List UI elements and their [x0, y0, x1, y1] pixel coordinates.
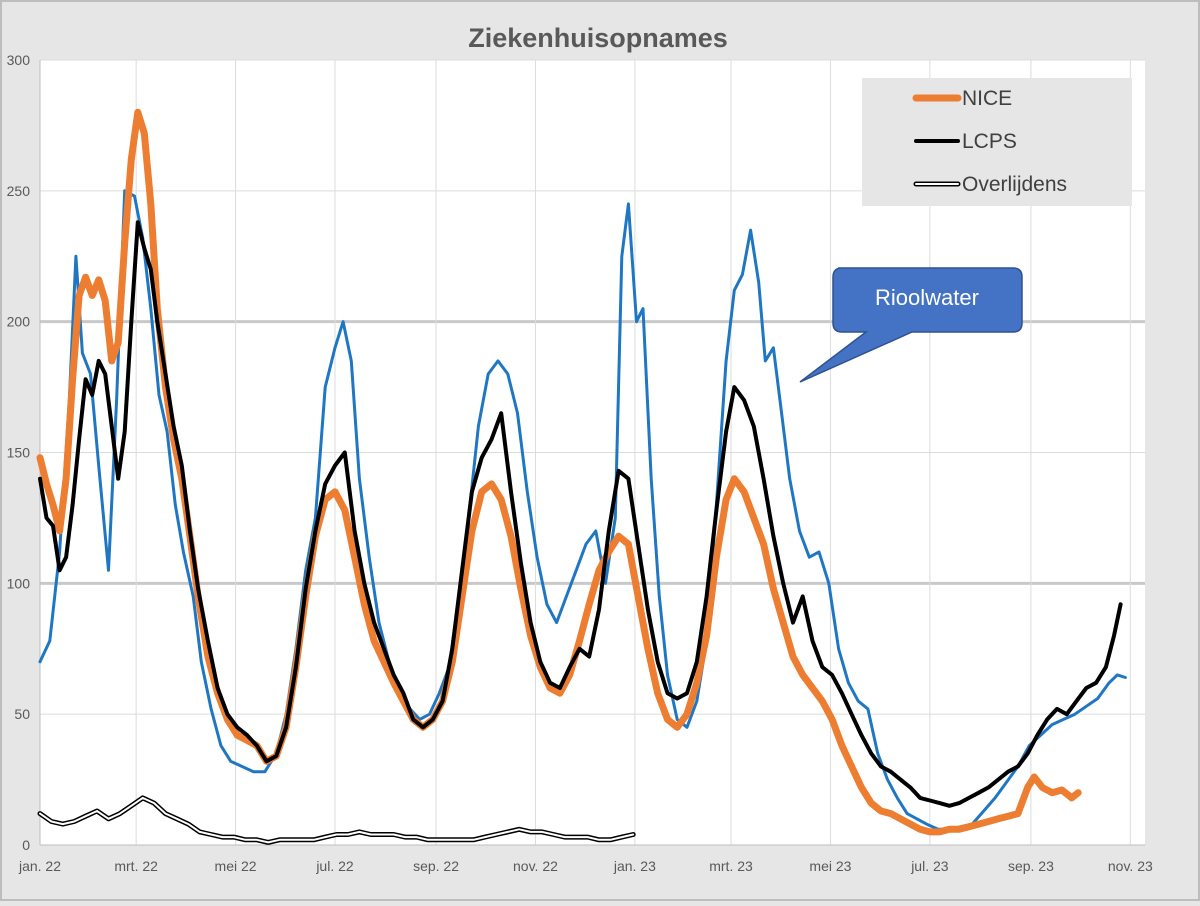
y-tick-label: 50 — [14, 706, 30, 722]
x-tick-label: jul. 23 — [910, 858, 949, 874]
nice-line — [36, 108, 1082, 836]
x-tick-label: sep. 23 — [1008, 858, 1054, 874]
legend-label: Overlijdens — [962, 173, 1067, 196]
x-tick-label: mrt. 23 — [709, 858, 753, 874]
y-tick-label: 300 — [7, 52, 31, 68]
legend-label: LCPS — [962, 130, 1017, 153]
riool-callout: Rioolwater — [799, 267, 1023, 383]
lcps-line — [38, 220, 1123, 808]
y-tick-label: 200 — [7, 314, 31, 330]
x-tick-label: jul. 22 — [315, 858, 354, 874]
x-tick-label: mei 23 — [809, 858, 851, 874]
y-tick-label: 100 — [7, 575, 31, 591]
series-lines — [36, 108, 1127, 845]
x-axis: jan. 22 mrt. 22 mei 22 jul. 22 sep. 22 nov. 2… — [18, 858, 1153, 874]
x-tick-label: jan. 22 — [18, 858, 61, 874]
x-tick-label: sep. 22 — [413, 858, 459, 874]
x-tick-label: jan. 23 — [613, 858, 656, 874]
x-tick-label: nov. 22 — [513, 858, 558, 874]
callout-label: Rioolwater — [875, 285, 979, 310]
x-tick-label: mrt. 22 — [114, 858, 158, 874]
x-tick-label: mei 22 — [215, 858, 257, 874]
y-tick-label: 150 — [7, 445, 31, 461]
callout-bubble — [799, 267, 1023, 383]
riool-line — [38, 189, 1127, 831]
x-tick-label: nov. 23 — [1108, 858, 1153, 874]
legend: NICE LCPS Overlijdens — [862, 78, 1132, 206]
y-axis: 0 50 100 150 200 250 300 — [7, 52, 31, 853]
legend-label: NICE — [962, 87, 1012, 110]
chart-title: Ziekenhuisopnames — [468, 23, 728, 53]
y-tick-label: 250 — [7, 183, 31, 199]
overlijdens-line-inner — [39, 796, 635, 844]
legend-box — [862, 78, 1132, 206]
y-tick-label: 0 — [22, 837, 30, 853]
